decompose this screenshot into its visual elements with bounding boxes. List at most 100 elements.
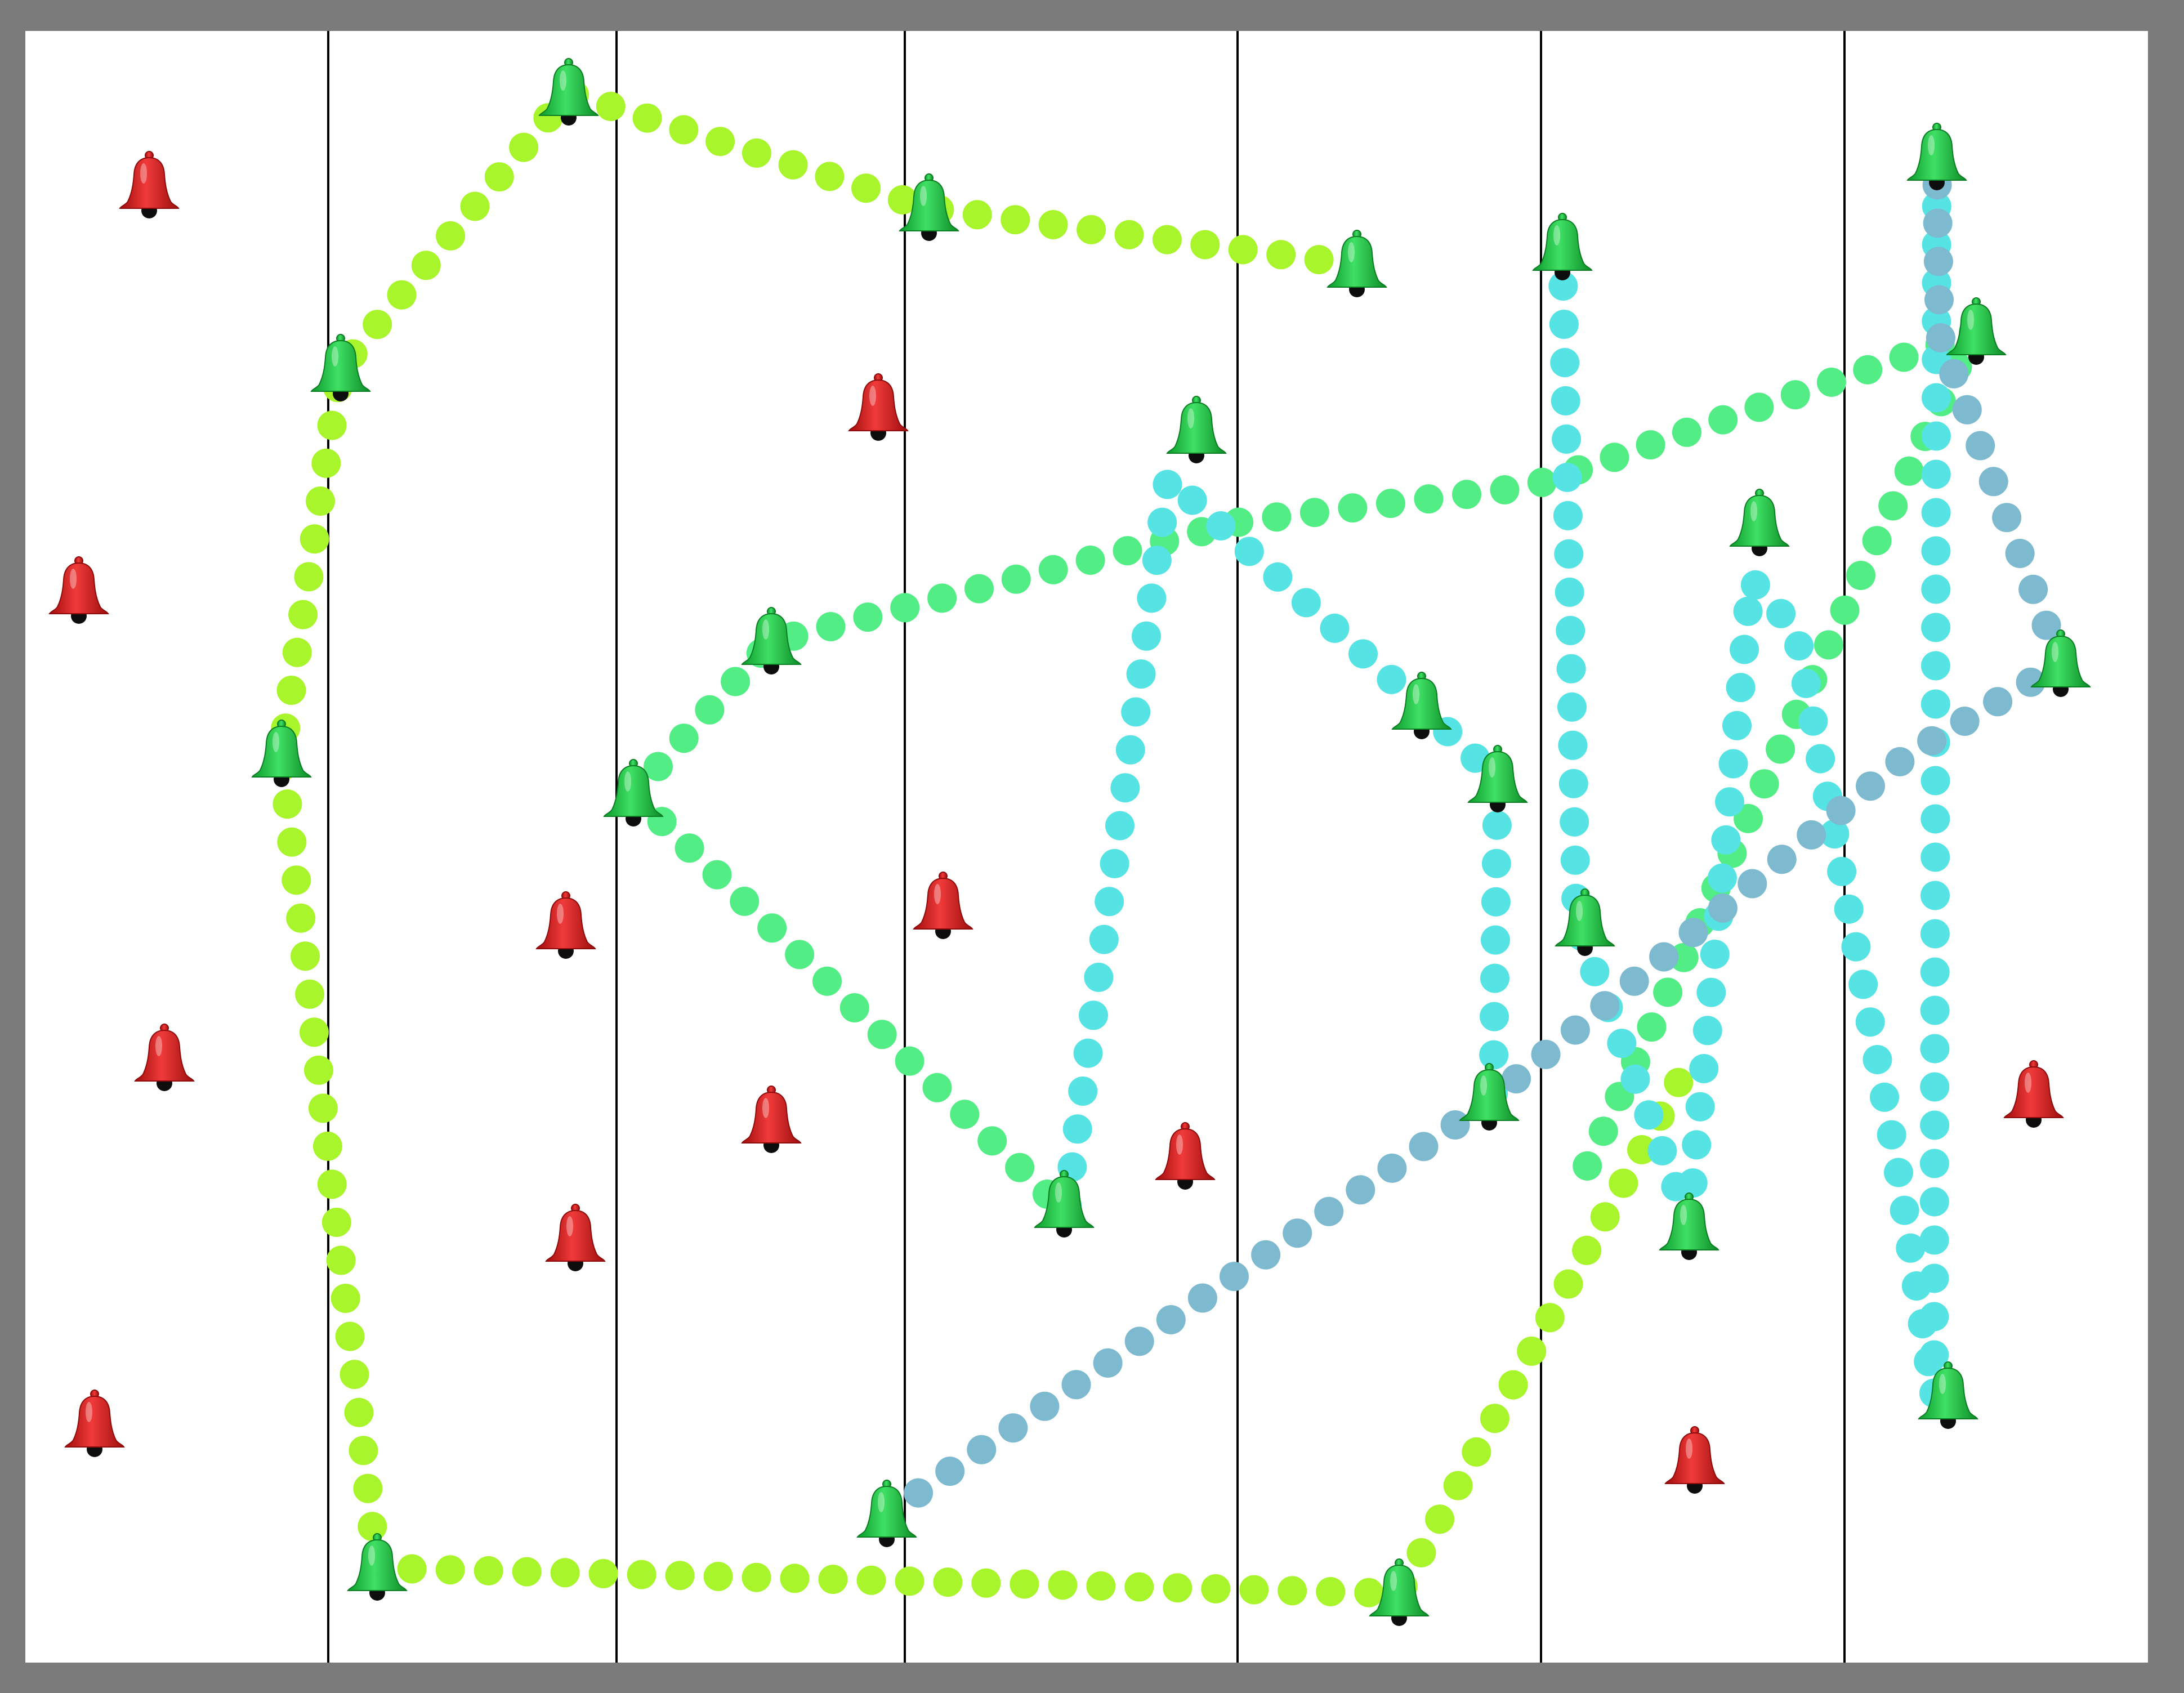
path-dot (757, 913, 787, 943)
path-dot (1939, 359, 1969, 388)
path-dot (312, 1131, 342, 1161)
red-bell-icon (1155, 1122, 1215, 1190)
path-dot (1481, 887, 1511, 917)
path-dot (669, 723, 699, 753)
path-dot (1556, 654, 1586, 684)
path-dot (1637, 1012, 1667, 1042)
path-dot (1086, 1571, 1116, 1601)
path-dot (1075, 546, 1105, 575)
red-bell-icon (546, 1204, 605, 1271)
path-dot (675, 833, 704, 863)
path-dot (1114, 220, 1144, 249)
green-bell-icon (311, 334, 370, 401)
path-dot (304, 1055, 333, 1085)
path-dot (895, 1046, 924, 1076)
path-dot (286, 903, 316, 933)
path-dot (1479, 1040, 1509, 1070)
path-dot (1826, 796, 1856, 825)
path-dot (962, 200, 992, 230)
path-dot (1406, 1538, 1436, 1567)
path-dot (998, 1413, 1028, 1443)
path-dot (1885, 747, 1915, 776)
path-dot (967, 1435, 997, 1464)
path-dot (1531, 1039, 1561, 1069)
path-dot (1685, 1092, 1715, 1122)
path-dot (1338, 493, 1368, 523)
path-dot (1921, 536, 1951, 566)
path-dot (785, 940, 815, 970)
path-dot (867, 1020, 897, 1049)
path-dot (1558, 769, 1588, 798)
path-dot (1527, 467, 1557, 497)
path-dot (1480, 1404, 1509, 1433)
path-dot (308, 1093, 338, 1123)
path-dot (856, 1565, 886, 1595)
path-dot (1620, 1064, 1650, 1094)
path-dot (890, 593, 920, 623)
path-dot (1766, 598, 1796, 628)
green-bell-icon (1369, 1558, 1429, 1626)
path-dot (1001, 205, 1030, 235)
red-bell-icon (119, 151, 179, 218)
path-dot (1590, 1202, 1620, 1232)
path-dot (644, 752, 673, 781)
path-dot (1889, 342, 1919, 372)
path-dot (1841, 932, 1871, 962)
path-dot (344, 1397, 374, 1427)
path-dot (1409, 1132, 1439, 1162)
green-bell-icon (604, 759, 663, 827)
red-bell-icon (65, 1390, 124, 1457)
path-dot (1919, 1340, 1949, 1370)
path-dot (1726, 673, 1756, 703)
path-dot (927, 583, 957, 613)
green-bell-icon (1555, 888, 1615, 956)
path-dot (1190, 230, 1220, 260)
path-dot (1239, 1575, 1269, 1605)
path-dot (922, 1073, 952, 1102)
path-dot (1890, 1195, 1919, 1225)
path-dot (895, 1566, 924, 1596)
path-dot (1573, 1151, 1602, 1181)
path-dot (1068, 1076, 1098, 1106)
path-dot (1481, 925, 1510, 955)
path-dot (839, 993, 869, 1022)
path-dot (1919, 1225, 1949, 1255)
path-dot (1784, 631, 1814, 661)
path-dot (1707, 863, 1737, 893)
green-bell-icon (1468, 745, 1528, 812)
path-dot (1481, 848, 1511, 878)
path-dot (1952, 395, 1982, 425)
path-dot (1552, 424, 1582, 454)
path-dot (702, 860, 732, 890)
path-dot (1923, 247, 1953, 276)
path-dot (277, 827, 307, 857)
path-dot (1921, 689, 1950, 719)
path-dot (1653, 977, 1683, 1007)
path-dot (1354, 1578, 1384, 1607)
path-dot (1806, 744, 1835, 774)
path-dot (1921, 421, 1951, 451)
path-dot (1920, 919, 1950, 949)
path-dot (1609, 1168, 1638, 1198)
path-dot (1920, 1072, 1950, 1102)
path-dot (1647, 1136, 1677, 1165)
path-dot (1827, 856, 1857, 886)
path-dot (306, 486, 335, 516)
green-bell-icon (1533, 213, 1592, 280)
path-dot (300, 524, 329, 554)
path-dot (1733, 596, 1763, 626)
path-dot (977, 1126, 1007, 1156)
path-dot (1678, 918, 1708, 948)
path-dot (1921, 881, 1950, 910)
path-dot (1346, 1175, 1375, 1205)
path-dot (1767, 845, 1797, 874)
green-bell-icon (1392, 672, 1451, 739)
red-bell-icon (848, 373, 908, 441)
path-dot (853, 602, 883, 632)
path-dot (1425, 1504, 1455, 1534)
path-dot (1061, 1370, 1091, 1400)
path-dot (1137, 583, 1167, 613)
path-dot (363, 310, 392, 340)
path-dot (349, 1436, 378, 1466)
path-dot (1132, 621, 1161, 651)
